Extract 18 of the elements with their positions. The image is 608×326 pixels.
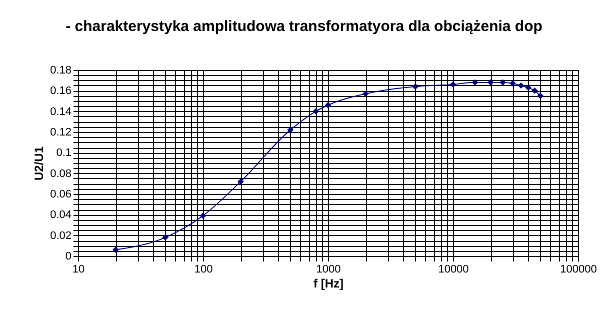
y-axis-title: U2/U1 xyxy=(32,146,46,181)
y-tick-label: 0.02 xyxy=(50,230,72,242)
y-tick-label: 0.14 xyxy=(50,106,72,118)
y-tick-label: 0.1 xyxy=(56,147,72,160)
y-tick-label: 0.04 xyxy=(50,209,72,222)
y-tick-label: 0.12 xyxy=(50,126,72,138)
y-tick-label: 0.18 xyxy=(50,64,72,76)
x-tick-label: 100000 xyxy=(560,264,597,276)
x-tick-label: 1000 xyxy=(316,264,341,276)
x-tick-label: 10000 xyxy=(438,264,469,276)
y-tick-label: 0 xyxy=(65,250,72,262)
y-tick-label: 0.16 xyxy=(50,85,72,98)
y-tick-label: 0.06 xyxy=(50,188,72,200)
x-tick-label: 10 xyxy=(72,264,85,276)
y-tick-label: 0.08 xyxy=(50,168,72,180)
x-tick-label: 100 xyxy=(194,264,213,276)
x-axis-title: f [Hz] xyxy=(314,276,344,290)
chart-title: - charakterystyka amplitudowa transformatyora dla obciążenia dop xyxy=(66,18,542,35)
